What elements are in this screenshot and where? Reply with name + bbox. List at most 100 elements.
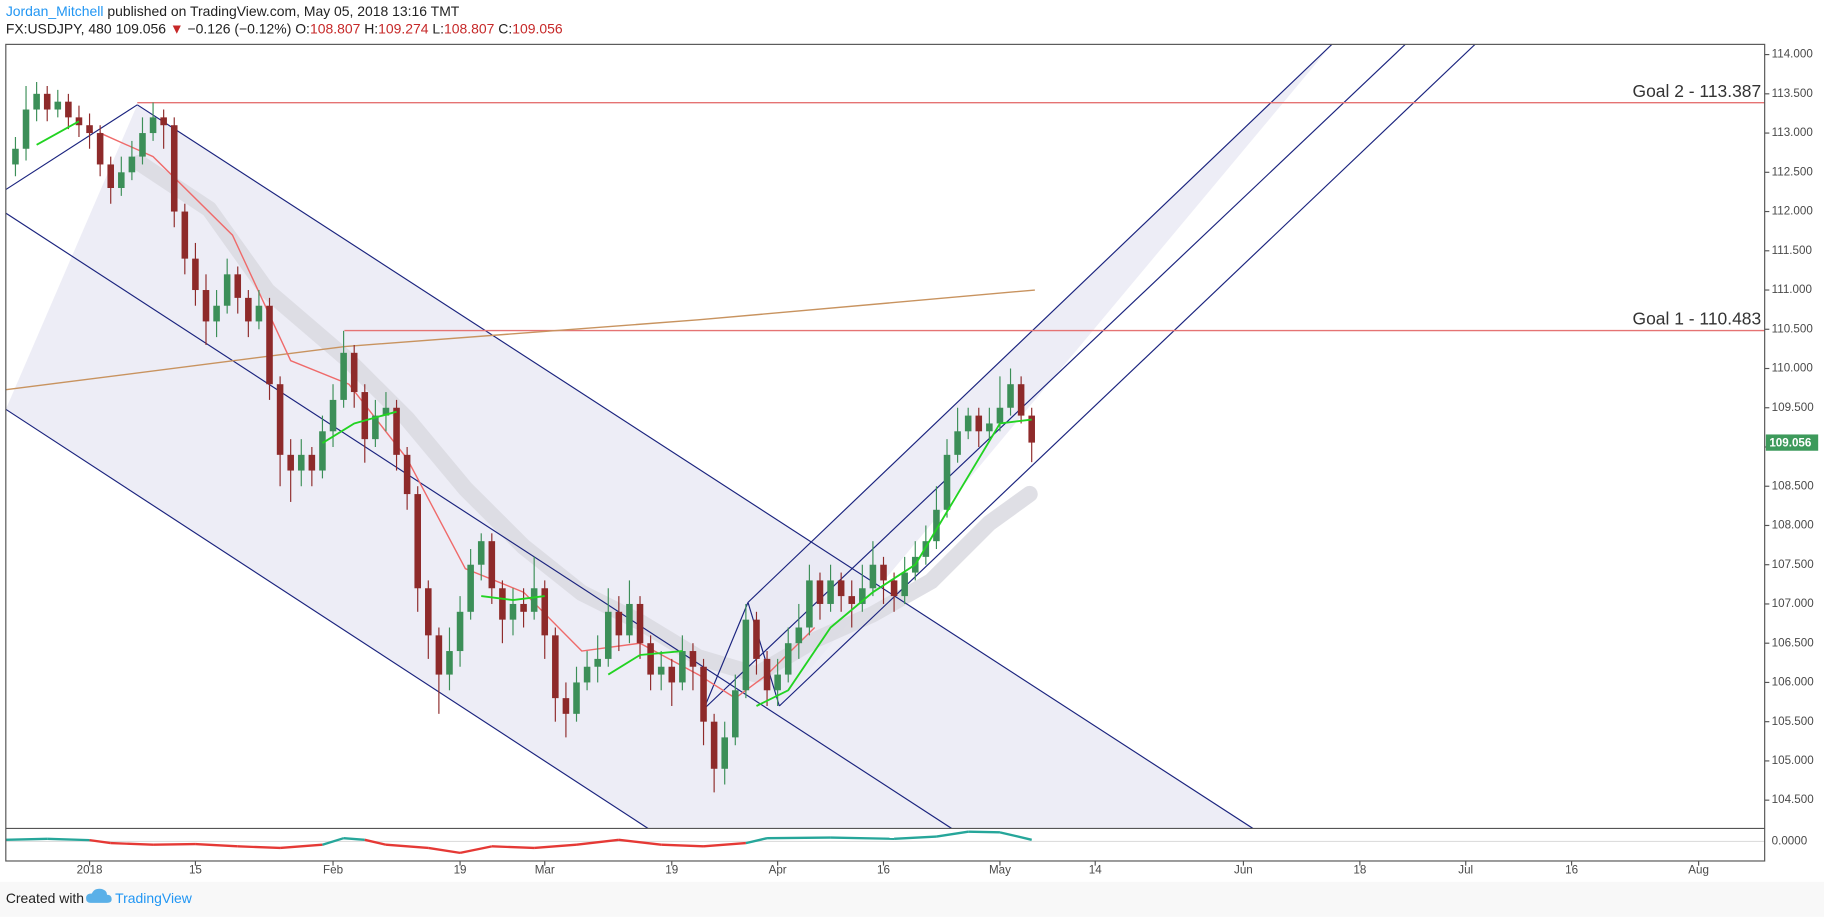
footer-bar [0,881,1824,917]
ohlc-label: O: [295,20,310,36]
oscillator-segment [89,838,111,845]
candle-body [107,164,115,189]
candle-body [806,580,813,628]
candle-body [1007,384,1014,408]
candle-body [139,133,146,157]
oscillator-segment [459,845,493,854]
candle-body [86,125,93,134]
y-tick-label: 108.500 [1772,479,1815,492]
candle-body [954,431,961,455]
candle-body [552,635,559,699]
candle-body [933,509,940,542]
candle-body [848,596,856,604]
candle-body [562,698,570,714]
channel-fill [747,44,1332,706]
footer-text: Created with [6,890,84,906]
oscillator-segment [999,831,1032,841]
oscillator-segment [110,841,154,846]
candle-body [890,580,898,597]
x-tick-label: Apr [769,863,787,876]
x-tick-label: 19 [454,863,467,876]
moving-average [5,289,1035,391]
candle-body [615,611,623,636]
candle-body [477,541,485,565]
last-price-badge [1765,434,1819,451]
y-tick-label: 112.500 [1772,165,1814,178]
oscillator-segment [237,845,281,850]
x-tick-label: May [989,863,1011,876]
header-line: Jordan_Mitchell published on TradingView… [6,2,460,18]
candle-body [573,682,580,714]
ohlc-label: H: [364,20,378,36]
candle-body [647,643,654,675]
candle-body [700,666,707,722]
y-tick-label: 113.000 [1772,126,1814,139]
candle-body [509,603,517,620]
ohlc-value: 109.056 [512,20,563,36]
candle-body [975,415,983,432]
oscillator-segment [767,836,831,840]
y-tick-label: 110.000 [1772,362,1814,375]
y-tick-label: 107.000 [1772,597,1815,610]
candle-body [393,407,400,455]
x-tick-label: Jun [1234,863,1253,876]
candle-body [223,274,231,306]
candle-body [964,415,972,432]
candle-body [710,721,718,769]
oscillator-segment [280,843,323,850]
y-tick-label: 109.500 [1772,401,1815,414]
oscillator-segment [661,843,704,848]
channel-line [5,212,952,829]
candle-body [922,541,930,557]
candle-body [96,133,104,165]
last-price-label: 109.056 [1769,436,1812,449]
ohlc-label: L: [432,20,444,36]
y-tick-label: 106.000 [1772,676,1815,689]
ohlc-value: 109.274 [378,20,429,36]
candle-body [499,588,506,620]
logo [86,888,112,903]
oscillator-segment [322,837,344,846]
candle-body [816,580,824,604]
candle-body [488,541,496,589]
candle-body [943,454,951,510]
y-tick-label: 111.500 [1772,244,1813,257]
candle-body [319,431,326,471]
author[interactable]: Jordan_Mitchell [6,2,104,18]
candle-body [149,117,157,134]
channel-line [136,104,1254,829]
candle-body [456,611,464,652]
x-tick-label: Mar [535,863,555,876]
candle-body [901,572,908,597]
goal-label: Goal 1 - 110.483 [1633,309,1762,329]
footer-brand[interactable]: TradingView [115,890,193,906]
moving-average [36,120,1032,707]
candle-body [382,407,390,416]
x-tick-label: 19 [665,863,678,876]
candle-body [795,627,803,644]
candle-body [859,588,866,604]
x-tick-label: Jul [1458,863,1473,876]
candle-body [276,384,284,455]
oscillator-segment [195,842,238,848]
main-pane [5,44,1765,829]
candle-body [880,564,887,581]
oscillator-segment [343,837,365,841]
candle-body [403,454,411,495]
y-tick-label: 105.500 [1772,715,1815,728]
x-tick-label: 16 [1565,863,1578,876]
x-tick-label: 18 [1353,863,1366,876]
arrow: ▼ [170,20,184,36]
candle-body [657,666,665,675]
candle-body [1028,415,1035,443]
candle-body [774,674,781,691]
candle-body [753,619,760,659]
candle-body [530,588,538,612]
channel-fill [5,104,1253,829]
oscillator-segment [936,830,969,838]
ohlc-value: 108.807 [310,20,361,36]
candle-body [986,423,993,432]
candle-body [287,454,294,471]
